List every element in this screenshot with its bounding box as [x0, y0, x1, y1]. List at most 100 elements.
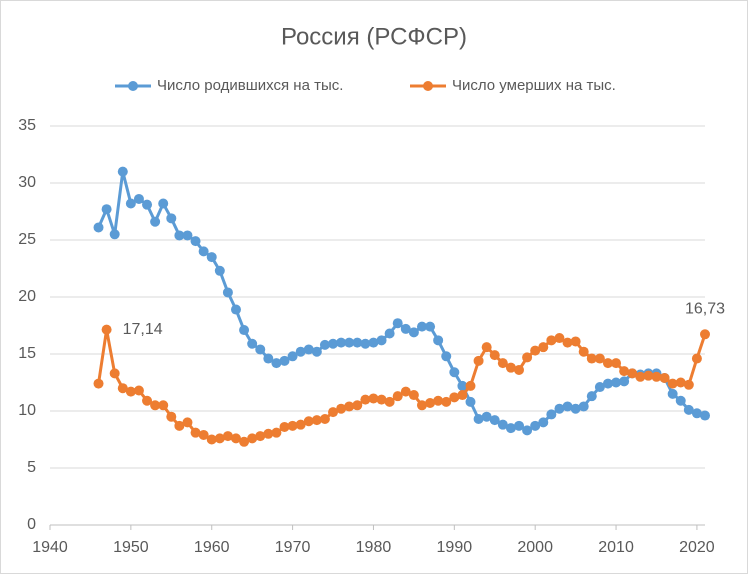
data-point — [174, 420, 185, 431]
data-point — [319, 413, 330, 424]
data-point — [611, 358, 622, 369]
data-point — [578, 401, 589, 412]
data-point — [562, 337, 573, 348]
data-point — [530, 420, 541, 431]
legend-label: Число умерших на тыс. — [452, 77, 616, 94]
data-point — [481, 342, 492, 353]
data-point — [505, 362, 516, 373]
data-point — [627, 368, 638, 379]
data-point — [538, 417, 549, 428]
data-point — [93, 378, 104, 389]
data-point — [611, 377, 622, 388]
data-point — [247, 433, 258, 444]
data-point — [142, 199, 153, 210]
data-point — [416, 321, 427, 332]
x-tick-label: 2000 — [517, 539, 553, 556]
x-tick-label: 1980 — [356, 539, 392, 556]
data-point — [562, 401, 573, 412]
data-point — [166, 411, 177, 422]
data-point — [489, 415, 500, 426]
data-point — [683, 404, 694, 415]
data-point — [433, 395, 444, 406]
data-point — [295, 346, 306, 357]
data-point — [408, 390, 419, 401]
legend-marker — [128, 81, 138, 91]
data-point — [594, 353, 605, 364]
data-point — [570, 403, 581, 414]
data-point — [546, 409, 557, 420]
data-point — [700, 329, 710, 340]
data-point — [667, 378, 678, 389]
data-point — [360, 394, 371, 405]
data-point — [602, 358, 613, 369]
data-point — [691, 353, 702, 364]
data-point — [279, 421, 290, 432]
data-point — [182, 417, 193, 428]
data-point — [457, 380, 468, 391]
data-point — [683, 379, 694, 390]
data-point — [570, 336, 581, 347]
data-point — [505, 423, 516, 434]
data-point — [125, 386, 136, 397]
data-point — [497, 358, 508, 369]
data-point — [473, 413, 484, 424]
data-point — [408, 327, 419, 338]
legend-label: Число родившихся на тыс. — [157, 77, 343, 94]
data-point — [206, 252, 217, 263]
data-point — [586, 391, 597, 402]
data-point — [190, 236, 201, 247]
data-point — [602, 378, 613, 389]
data-point — [279, 355, 290, 366]
data-point — [368, 393, 379, 404]
data-point — [214, 433, 225, 444]
data-point — [586, 353, 597, 364]
x-tick-label: 1990 — [437, 539, 473, 556]
data-point — [635, 371, 646, 382]
data-point — [328, 407, 339, 418]
data-point — [522, 352, 533, 363]
data-point — [522, 425, 533, 436]
data-point — [400, 323, 411, 334]
data-point — [514, 420, 525, 431]
data-point — [619, 376, 630, 387]
data-point — [457, 390, 468, 401]
data-point — [222, 431, 233, 442]
data-point — [441, 396, 452, 407]
x-tick-label: 2020 — [679, 539, 715, 556]
data-point — [433, 335, 444, 346]
y-tick-label: 20 — [18, 288, 36, 305]
data-point — [230, 433, 241, 444]
data-point — [691, 408, 702, 419]
data-point — [255, 431, 266, 442]
x-tick-label: 1950 — [113, 539, 149, 556]
data-point — [263, 428, 274, 439]
data-point — [425, 398, 436, 409]
data-point — [538, 342, 549, 353]
data-point — [360, 338, 371, 349]
data-point — [449, 367, 460, 378]
data-point — [255, 344, 266, 355]
data-point — [352, 400, 363, 411]
x-tick-label: 1940 — [32, 539, 68, 556]
data-point — [109, 368, 120, 379]
data-point — [449, 392, 460, 403]
data-point — [271, 358, 282, 369]
data-point — [700, 410, 710, 421]
data-point — [619, 366, 630, 377]
data-point — [311, 346, 322, 357]
data-point — [376, 335, 387, 346]
x-tick-label: 1960 — [194, 539, 230, 556]
data-point — [392, 318, 403, 329]
data-point — [344, 337, 355, 348]
data-point — [514, 364, 525, 375]
y-tick-label: 10 — [18, 402, 36, 419]
y-tick-label: 30 — [18, 174, 36, 191]
data-point — [222, 287, 233, 298]
data-point — [400, 386, 411, 397]
data-point — [489, 350, 500, 361]
chart-title: Россия (РСФСР) — [281, 23, 467, 50]
data-point — [271, 427, 282, 438]
data-point — [497, 419, 508, 430]
data-point — [190, 427, 201, 438]
